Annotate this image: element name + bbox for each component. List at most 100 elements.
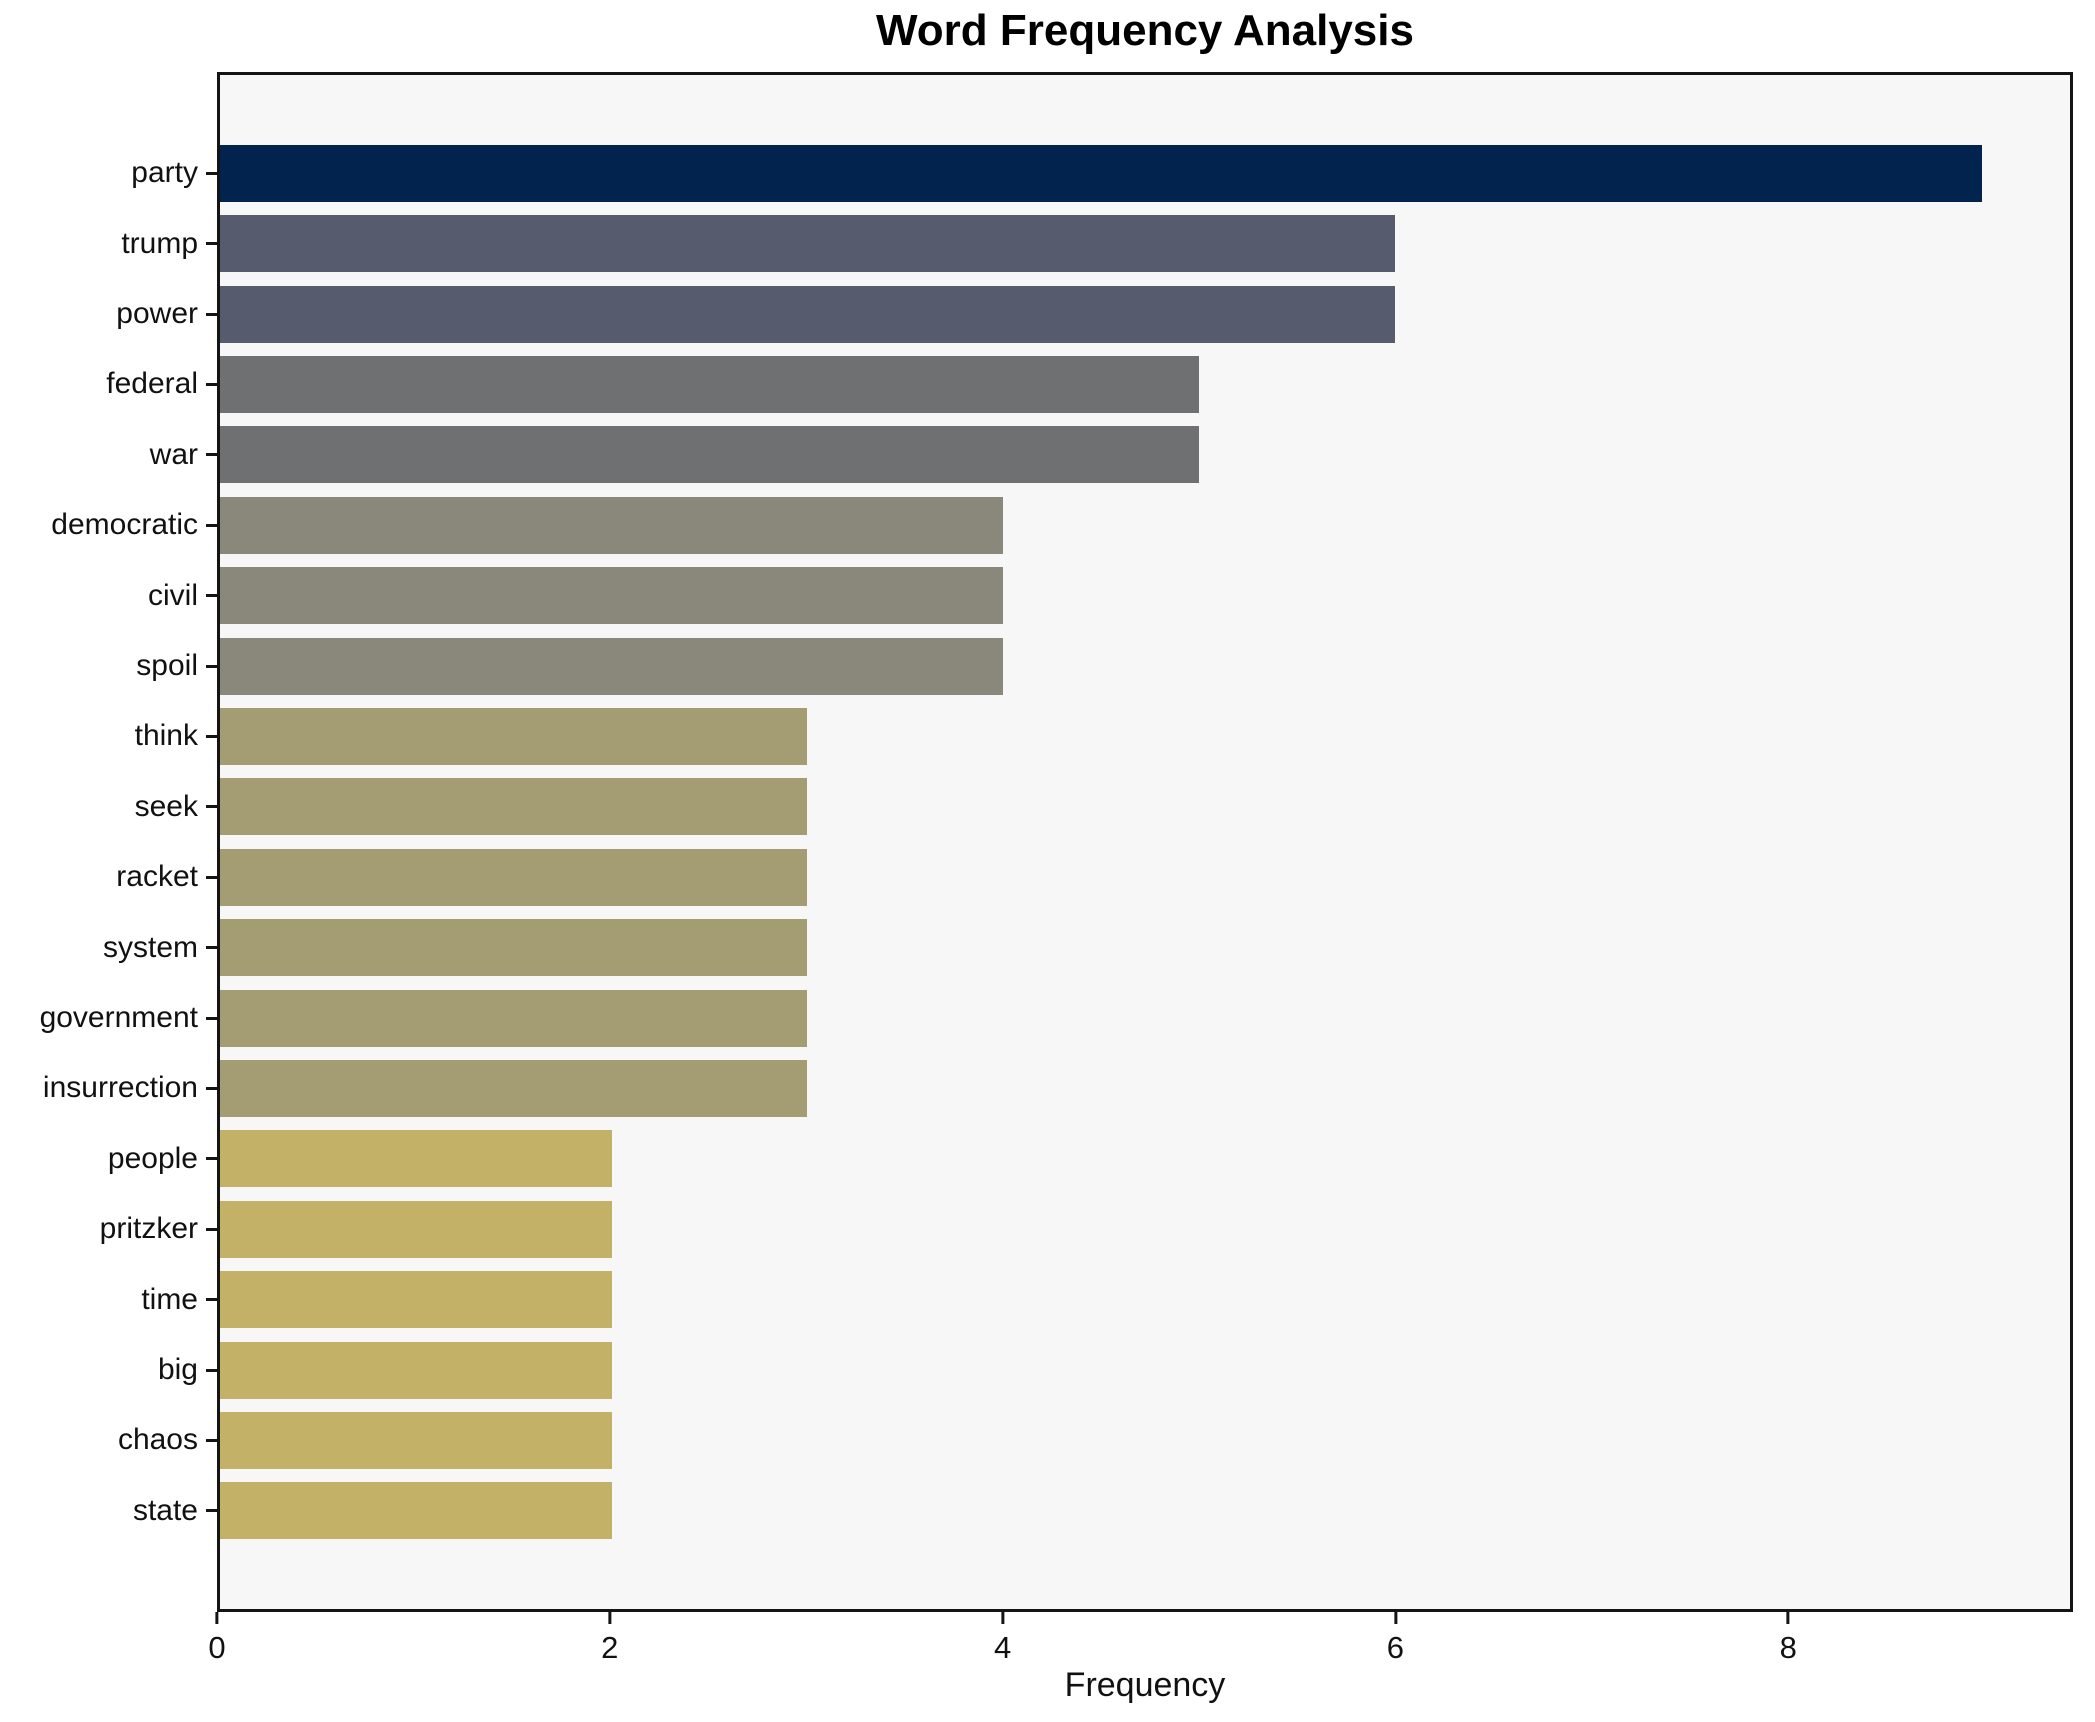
y-tick-label-war: war [149, 437, 198, 471]
y-tick-mark [206, 312, 217, 316]
y-tick-row-people: people [0, 1139, 217, 1179]
y-tick-row-civil: civil [0, 576, 217, 616]
y-tick-mark [206, 734, 217, 738]
chart-title: Word Frequency Analysis [876, 6, 1414, 55]
bar-trump [220, 215, 1395, 273]
bar-think [220, 707, 808, 765]
x-tick-6: 6 [1387, 1612, 1404, 1666]
y-tick-row-government: government [0, 998, 217, 1038]
y-tick-mark [206, 946, 217, 950]
y-tick-mark [206, 664, 217, 668]
y-tick-label-government: government [39, 1001, 198, 1034]
y-tick-mark [206, 382, 217, 386]
y-tick-label-trump: trump [121, 226, 198, 260]
bar-pritzker [220, 1200, 612, 1258]
bar-spoil [220, 637, 1004, 695]
y-tick-label-federal: federal [106, 367, 198, 401]
y-tick-label-insurrection: insurrection [42, 1071, 198, 1105]
x-tick-mark [1786, 1612, 1790, 1624]
x-tick-mark [1001, 1612, 1005, 1624]
y-tick-label-big: big [157, 1353, 198, 1386]
y-tick-row-big: big [0, 1350, 217, 1390]
bar-federal [220, 355, 1199, 413]
bar-time [220, 1271, 612, 1329]
y-tick-row-trump: trump [0, 224, 217, 264]
y-tick-mark [206, 171, 217, 175]
bar-war [220, 426, 1199, 484]
y-tick-row-war: war [0, 435, 217, 475]
y-tick-mark [206, 1368, 217, 1372]
x-tick-8: 8 [1780, 1612, 1797, 1666]
bar-party [220, 144, 1982, 202]
y-tick-row-pritzker: pritzker [0, 1209, 217, 1249]
x-tick-label-4: 4 [993, 1630, 1012, 1665]
y-tick-mark [206, 242, 217, 246]
y-tick-row-racket: racket [0, 857, 217, 897]
bar-state [220, 1482, 612, 1540]
y-tick-row-democratic: democratic [0, 505, 217, 545]
y-tick-row-system: system [0, 928, 217, 968]
y-tick-label-pritzker: pritzker [99, 1212, 198, 1246]
y-tick-mark [206, 453, 217, 457]
x-tick-mark [1393, 1612, 1397, 1624]
plot-area [217, 72, 2073, 1612]
bar-seek [220, 778, 808, 836]
x-tick-label-8: 8 [1779, 1630, 1797, 1665]
y-tick-label-state: state [132, 1493, 198, 1527]
y-tick-label-party: party [131, 156, 198, 190]
y-tick-label-spoil: spoil [136, 649, 198, 682]
y-tick-row-party: party [0, 153, 217, 193]
y-tick-mark [206, 1298, 217, 1302]
y-tick-label-racket: racket [116, 860, 198, 894]
x-tick-4: 4 [994, 1612, 1011, 1666]
y-tick-label-system: system [102, 930, 198, 964]
y-axis-labels: party trump power federal war democratic civil… [0, 72, 217, 1612]
y-tick-mark [206, 523, 217, 527]
bar-civil [220, 567, 1004, 625]
y-tick-mark [206, 1227, 217, 1231]
y-tick-row-seek: seek [0, 787, 217, 827]
y-tick-row-power: power [0, 294, 217, 334]
x-tick-label-6: 6 [1386, 1630, 1405, 1665]
x-tick-mark [608, 1612, 612, 1624]
y-tick-mark [206, 594, 217, 598]
bar-chaos [220, 1411, 612, 1469]
bar-government [220, 989, 808, 1047]
y-tick-label-democratic: democratic [51, 508, 198, 542]
bar-democratic [220, 496, 1004, 554]
y-tick-label-seek: seek [134, 789, 198, 823]
y-tick-row-insurrection: insurrection [0, 1068, 217, 1108]
y-tick-row-federal: federal [0, 364, 217, 404]
y-tick-row-think: think [0, 716, 217, 756]
x-tick-2: 2 [601, 1612, 618, 1666]
y-tick-label-time: time [141, 1282, 198, 1316]
y-tick-row-spoil: spoil [0, 646, 217, 686]
y-tick-row-time: time [0, 1280, 217, 1320]
x-axis-title: Frequency [1064, 1666, 1226, 1704]
bar-racket [220, 848, 808, 906]
x-tick-label-2: 2 [601, 1630, 619, 1665]
y-tick-label-civil: civil [148, 578, 198, 612]
y-tick-mark [206, 805, 217, 809]
y-tick-row-state: state [0, 1491, 217, 1531]
y-tick-mark [206, 1016, 217, 1020]
x-tick-0: 0 [208, 1612, 226, 1666]
bar-power [220, 285, 1395, 343]
y-tick-mark [206, 1438, 217, 1442]
y-tick-label-think: think [134, 719, 198, 753]
y-tick-label-power: power [116, 297, 198, 330]
bar-insurrection [220, 1059, 808, 1117]
y-tick-label-people: people [107, 1141, 198, 1175]
y-tick-mark [206, 875, 217, 879]
y-tick-row-chaos: chaos [0, 1420, 217, 1460]
bar-big [220, 1341, 612, 1399]
x-tick-label-0: 0 [208, 1630, 226, 1665]
bar-people [220, 1130, 612, 1188]
y-tick-mark [206, 1086, 217, 1090]
x-tick-mark [215, 1612, 219, 1624]
y-tick-label-chaos: chaos [117, 1423, 198, 1457]
x-axis: 0 2 4 6 8 [208, 1612, 2073, 1682]
bar-system [220, 919, 808, 977]
y-tick-mark [206, 1509, 217, 1513]
